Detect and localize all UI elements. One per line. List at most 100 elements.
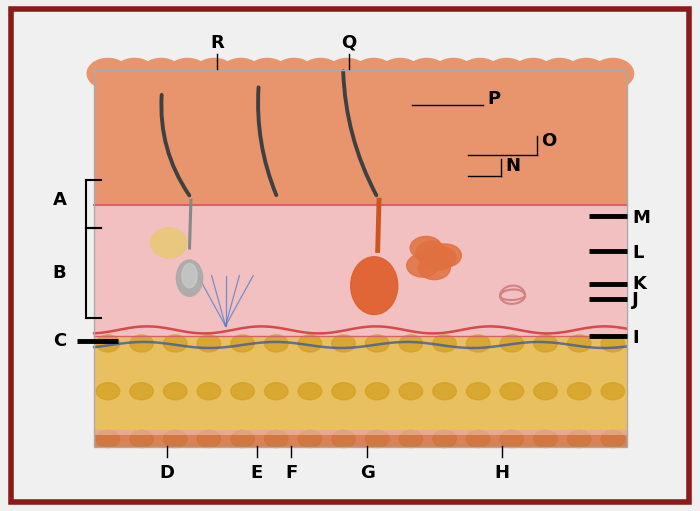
- Ellipse shape: [176, 260, 203, 296]
- Circle shape: [365, 335, 389, 352]
- Circle shape: [300, 58, 342, 88]
- Circle shape: [466, 383, 490, 400]
- Circle shape: [399, 383, 423, 400]
- Circle shape: [164, 335, 187, 352]
- Circle shape: [419, 257, 450, 280]
- Circle shape: [407, 254, 438, 277]
- Circle shape: [379, 58, 421, 88]
- Circle shape: [430, 244, 461, 267]
- Circle shape: [130, 383, 153, 400]
- Text: E: E: [251, 463, 262, 481]
- Ellipse shape: [182, 264, 197, 288]
- FancyBboxPatch shape: [94, 336, 626, 447]
- Circle shape: [96, 430, 120, 448]
- Circle shape: [332, 430, 356, 448]
- Circle shape: [96, 383, 120, 400]
- Circle shape: [459, 58, 500, 88]
- Circle shape: [164, 430, 187, 448]
- FancyBboxPatch shape: [94, 430, 626, 435]
- Circle shape: [130, 430, 153, 448]
- Text: A: A: [52, 191, 66, 209]
- FancyBboxPatch shape: [94, 69, 626, 205]
- Circle shape: [399, 430, 423, 448]
- Circle shape: [197, 335, 220, 352]
- Circle shape: [433, 335, 456, 352]
- Circle shape: [500, 335, 524, 352]
- Circle shape: [193, 58, 235, 88]
- Text: C: C: [53, 332, 66, 350]
- Circle shape: [601, 335, 624, 352]
- Text: K: K: [632, 275, 646, 293]
- Circle shape: [298, 383, 321, 400]
- Circle shape: [220, 58, 262, 88]
- Circle shape: [298, 335, 321, 352]
- Circle shape: [601, 430, 624, 448]
- Circle shape: [512, 58, 554, 88]
- Text: R: R: [210, 34, 224, 52]
- Text: O: O: [541, 132, 556, 150]
- Circle shape: [265, 335, 288, 352]
- Circle shape: [534, 335, 557, 352]
- Ellipse shape: [150, 228, 187, 258]
- Circle shape: [601, 383, 624, 400]
- Circle shape: [486, 58, 527, 88]
- Circle shape: [197, 383, 220, 400]
- Circle shape: [424, 246, 456, 270]
- Circle shape: [96, 335, 120, 352]
- Circle shape: [88, 58, 129, 88]
- Text: D: D: [159, 463, 174, 481]
- FancyBboxPatch shape: [94, 205, 626, 336]
- Circle shape: [197, 430, 220, 448]
- Text: H: H: [495, 463, 510, 481]
- Circle shape: [130, 335, 153, 352]
- Circle shape: [433, 58, 474, 88]
- Circle shape: [265, 430, 288, 448]
- Circle shape: [500, 383, 524, 400]
- Circle shape: [365, 383, 389, 400]
- Circle shape: [246, 58, 288, 88]
- Circle shape: [568, 430, 591, 448]
- FancyBboxPatch shape: [94, 435, 626, 447]
- Text: Q: Q: [341, 34, 356, 52]
- Circle shape: [298, 430, 321, 448]
- Text: M: M: [632, 209, 650, 227]
- Circle shape: [568, 335, 591, 352]
- Circle shape: [568, 383, 591, 400]
- Circle shape: [466, 335, 490, 352]
- Circle shape: [326, 58, 368, 88]
- Circle shape: [265, 383, 288, 400]
- Circle shape: [365, 430, 389, 448]
- Circle shape: [353, 58, 394, 88]
- Circle shape: [332, 335, 356, 352]
- Text: G: G: [360, 463, 374, 481]
- Circle shape: [534, 430, 557, 448]
- Text: L: L: [632, 244, 643, 262]
- Circle shape: [273, 58, 315, 88]
- Circle shape: [140, 58, 182, 88]
- Circle shape: [113, 58, 155, 88]
- Text: P: P: [487, 89, 500, 108]
- Circle shape: [416, 241, 447, 265]
- Circle shape: [466, 430, 490, 448]
- Text: N: N: [505, 157, 520, 175]
- Circle shape: [534, 383, 557, 400]
- Circle shape: [231, 383, 254, 400]
- Ellipse shape: [351, 257, 398, 315]
- Circle shape: [231, 335, 254, 352]
- Text: F: F: [285, 463, 298, 481]
- Text: J: J: [632, 291, 639, 309]
- Circle shape: [592, 58, 634, 88]
- Circle shape: [332, 383, 356, 400]
- Text: I: I: [632, 330, 639, 347]
- Circle shape: [410, 237, 442, 260]
- Circle shape: [433, 383, 456, 400]
- Circle shape: [167, 58, 209, 88]
- Circle shape: [500, 430, 524, 448]
- Circle shape: [406, 58, 447, 88]
- Circle shape: [566, 58, 607, 88]
- Bar: [94, 69, 626, 447]
- Circle shape: [231, 430, 254, 448]
- Text: B: B: [52, 264, 66, 282]
- Circle shape: [539, 58, 580, 88]
- Circle shape: [164, 383, 187, 400]
